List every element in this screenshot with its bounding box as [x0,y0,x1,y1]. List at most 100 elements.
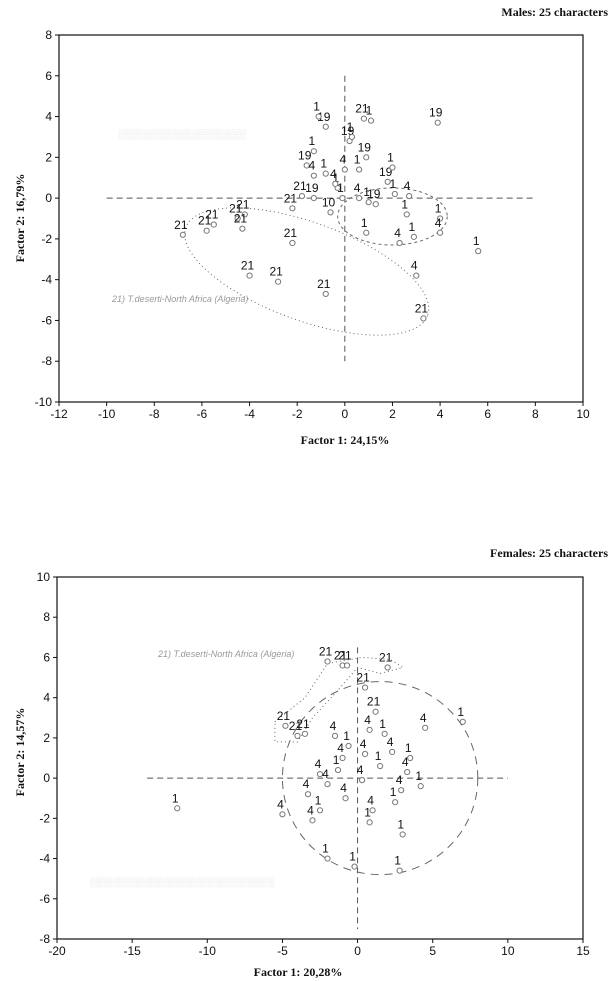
males-group-ellipse [337,187,448,246]
males-point-label: 21 [317,277,331,291]
females-y-tick-label: -2 [39,811,50,825]
males-data-point [356,166,363,173]
females-data-point [384,664,391,671]
males-point-label: 21 [234,212,248,226]
males-point-label: 4 [330,167,337,181]
males-point-label: 19 [367,187,381,201]
females-point-label: 21 [289,719,303,733]
males-point-label: 4 [354,181,361,195]
males-data-point [348,133,356,141]
females-point-label: 4 [340,781,347,795]
males-point-label: 21 [198,214,212,228]
females-data-point [369,807,376,814]
females-point-label: 1 [349,850,356,864]
females-point-label: 1 [315,793,322,807]
females-y-tick-label: -8 [39,932,50,946]
males-x-tick-label: 10 [576,407,590,421]
females-data-point [324,658,331,665]
males-point-label: 4 [339,153,346,167]
females-point-label: 21 [367,695,381,709]
males-point-label: 21 [355,102,369,116]
females-y-tick-label: -6 [39,892,50,906]
males-point-label: 19 [317,110,331,124]
males-point-label: 19 [305,181,319,195]
females-data-point [372,708,379,715]
males-data-point [434,119,441,126]
males-y-tick-label: 0 [45,191,52,205]
females-data-point [377,762,384,770]
males-data-point [298,192,306,200]
females-point-label: 4 [364,713,371,727]
females-data-point [398,787,405,794]
males-point-label: 1 [347,120,354,134]
females-data-point [381,730,388,737]
females-data-point [324,781,331,788]
males-x-tick-label: -8 [149,407,160,421]
males-data-point [396,239,403,247]
males-x-tick-label: 2 [389,407,396,421]
males-data-point [341,166,348,173]
males-point-label: 1 [363,185,370,199]
males-x-tick-label: -2 [292,407,303,421]
males-point-label: 19 [358,140,372,154]
females-point-label: 21 [334,648,348,662]
females-point-label: 4 [402,755,409,769]
males-y-tick-label: -4 [41,273,52,287]
males-point-label: 21 [284,191,298,205]
females-point-label: 4 [315,757,322,771]
females-data-point [366,819,373,826]
females-point-label: 4 [303,777,310,791]
females-data-point [422,724,429,731]
males-point-label: 1 [332,171,339,185]
females-panel-title: Females: 25 characters [490,546,608,560]
females-y-tick-label: 0 [43,771,50,785]
females-data-point [361,684,369,691]
females-point-label: 1 [405,741,412,755]
males-group-ellipse [184,207,430,336]
females-data-point [334,766,342,774]
males-point-label: 21 [205,208,219,222]
females-point-label: 1 [333,753,340,767]
males-data-point [475,248,482,255]
females-x-tick-label: -15 [123,944,141,958]
males-data-point [246,272,253,279]
females-point-label: 1 [457,705,464,719]
males-data-point [210,221,217,228]
males-data-point [310,148,317,155]
males-point-label: 19 [429,106,443,120]
males-point-label: 1 [337,181,344,195]
males-data-point [322,123,329,130]
females-point-label: 1 [322,842,329,856]
females-data-point [392,799,399,806]
males-data-point [234,215,241,222]
males-point-label: 1 [313,100,320,114]
males-data-point [203,227,210,234]
females-data-point [342,795,349,802]
females-y-tick-label: 6 [43,650,50,664]
females-data-point [459,718,466,725]
males-point-label: 21 [284,226,298,240]
males-point-label: 19 [379,165,393,179]
males-data-point [339,195,346,202]
females-point-label: 4 [360,737,367,751]
males-point-label: 21 [236,197,250,211]
females-data-point [345,742,352,750]
females-data-point [417,783,424,790]
females-y-axis-title: Factor 2: 14,57% [13,708,27,797]
males-x-tick-label: 6 [484,407,491,421]
males-panel-title: Males: 25 characters [501,5,608,19]
males-point-label: 21 [269,265,283,279]
males-data-point [289,239,296,247]
females-data-point [339,754,346,762]
females-point-label: 4 [337,741,344,755]
females-data-point [351,863,358,870]
males-point-label: 1 [309,134,316,148]
males-point-label: 1 [354,153,361,167]
females-data-point [301,730,309,737]
males-point-label: 1 [387,151,394,165]
males-data-point [241,211,248,218]
females-x-tick-label: 10 [501,944,515,958]
males-point-label: 1 [401,197,408,211]
males-data-point [356,195,363,202]
males-data-point [367,117,375,124]
